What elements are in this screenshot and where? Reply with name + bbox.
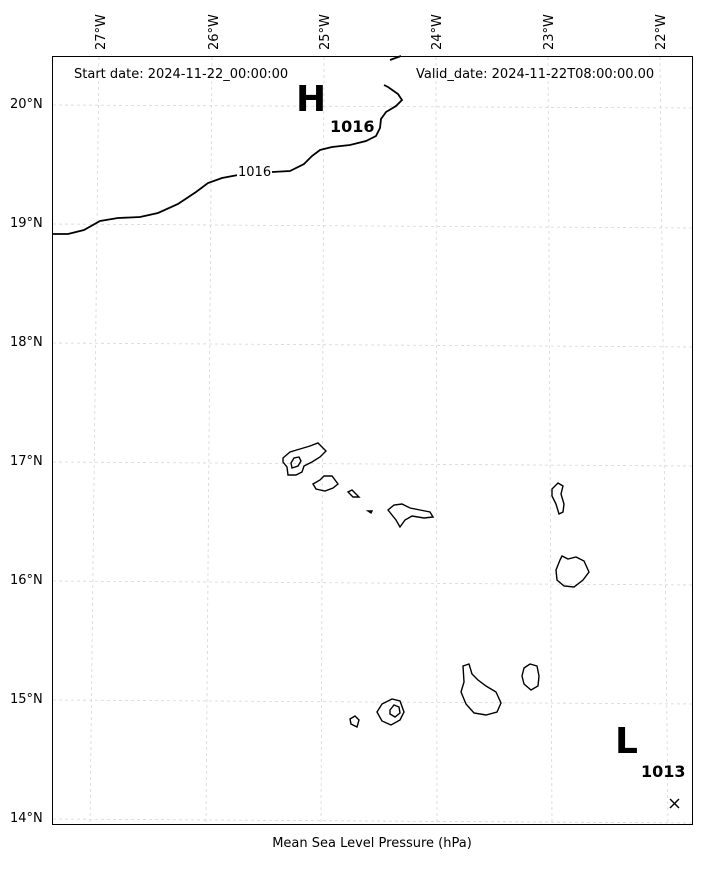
low-center-marker xyxy=(669,798,680,809)
parallel-19n xyxy=(52,223,694,229)
island-santa-luzia xyxy=(346,489,361,498)
lon-label-25w: 25°W xyxy=(318,14,333,50)
meridian-23w xyxy=(547,56,553,826)
low-pressure-letter: L xyxy=(615,721,638,762)
island-boa-vista xyxy=(555,555,590,588)
island-fogo-peak xyxy=(389,704,401,718)
meridian-22w xyxy=(659,56,669,826)
meridian-26w xyxy=(205,56,213,826)
lat-label-19n: 19°N xyxy=(10,216,43,231)
coastlines xyxy=(282,442,590,729)
parallel-18n xyxy=(52,342,694,348)
map-frame xyxy=(52,56,693,825)
lat-label-16n: 16°N xyxy=(10,573,43,588)
island-sao-vicente xyxy=(312,475,339,492)
parallel-15n xyxy=(52,699,694,705)
graticule xyxy=(52,56,694,826)
parallel-16n xyxy=(52,580,694,586)
island-santo-antao-peak xyxy=(290,456,302,469)
valid-date-label: Valid_date: 2024-11-22T08:00:00.00 xyxy=(416,67,655,82)
lon-label-24w: 24°W xyxy=(430,14,445,50)
low-pressure-value: 1013 xyxy=(641,762,686,781)
meridian-27w xyxy=(89,56,100,826)
isobar-label-1016: 1016 xyxy=(237,165,273,180)
parallel-14n xyxy=(52,818,694,824)
lat-label-18n: 18°N xyxy=(10,335,43,350)
parallel-17n xyxy=(52,461,694,467)
island-sal xyxy=(551,482,565,515)
lat-label-17n: 17°N xyxy=(10,454,43,469)
lon-label-26w: 26°W xyxy=(207,14,222,50)
lat-label-15n: 15°N xyxy=(10,692,43,707)
isobar-1016 xyxy=(53,55,404,235)
lat-label-20n: 20°N xyxy=(10,97,43,112)
lon-label-27w: 27°W xyxy=(94,14,109,50)
island-branco xyxy=(365,510,374,515)
lon-label-23w: 23°W xyxy=(542,14,557,50)
meridian-25w xyxy=(320,56,325,826)
start-date-label: Start date: 2024-11-22_00:00:00 xyxy=(74,67,289,82)
lat-label-14n: 14°N xyxy=(10,811,43,826)
island-maio xyxy=(521,663,540,691)
island-sao-nicolau xyxy=(387,503,435,529)
parallel-20n xyxy=(52,104,694,109)
island-fogo xyxy=(376,698,405,726)
island-santiago xyxy=(460,663,502,716)
map-caption: Mean Sea Level Pressure (hPa) xyxy=(272,836,472,851)
island-santo-antao xyxy=(282,442,327,476)
high-pressure-letter: H xyxy=(296,79,327,120)
lon-label-22w: 22°W xyxy=(654,14,669,50)
island-brava xyxy=(349,715,360,729)
high-pressure-value: 1016 xyxy=(330,117,375,136)
meridian-24w xyxy=(435,56,438,826)
